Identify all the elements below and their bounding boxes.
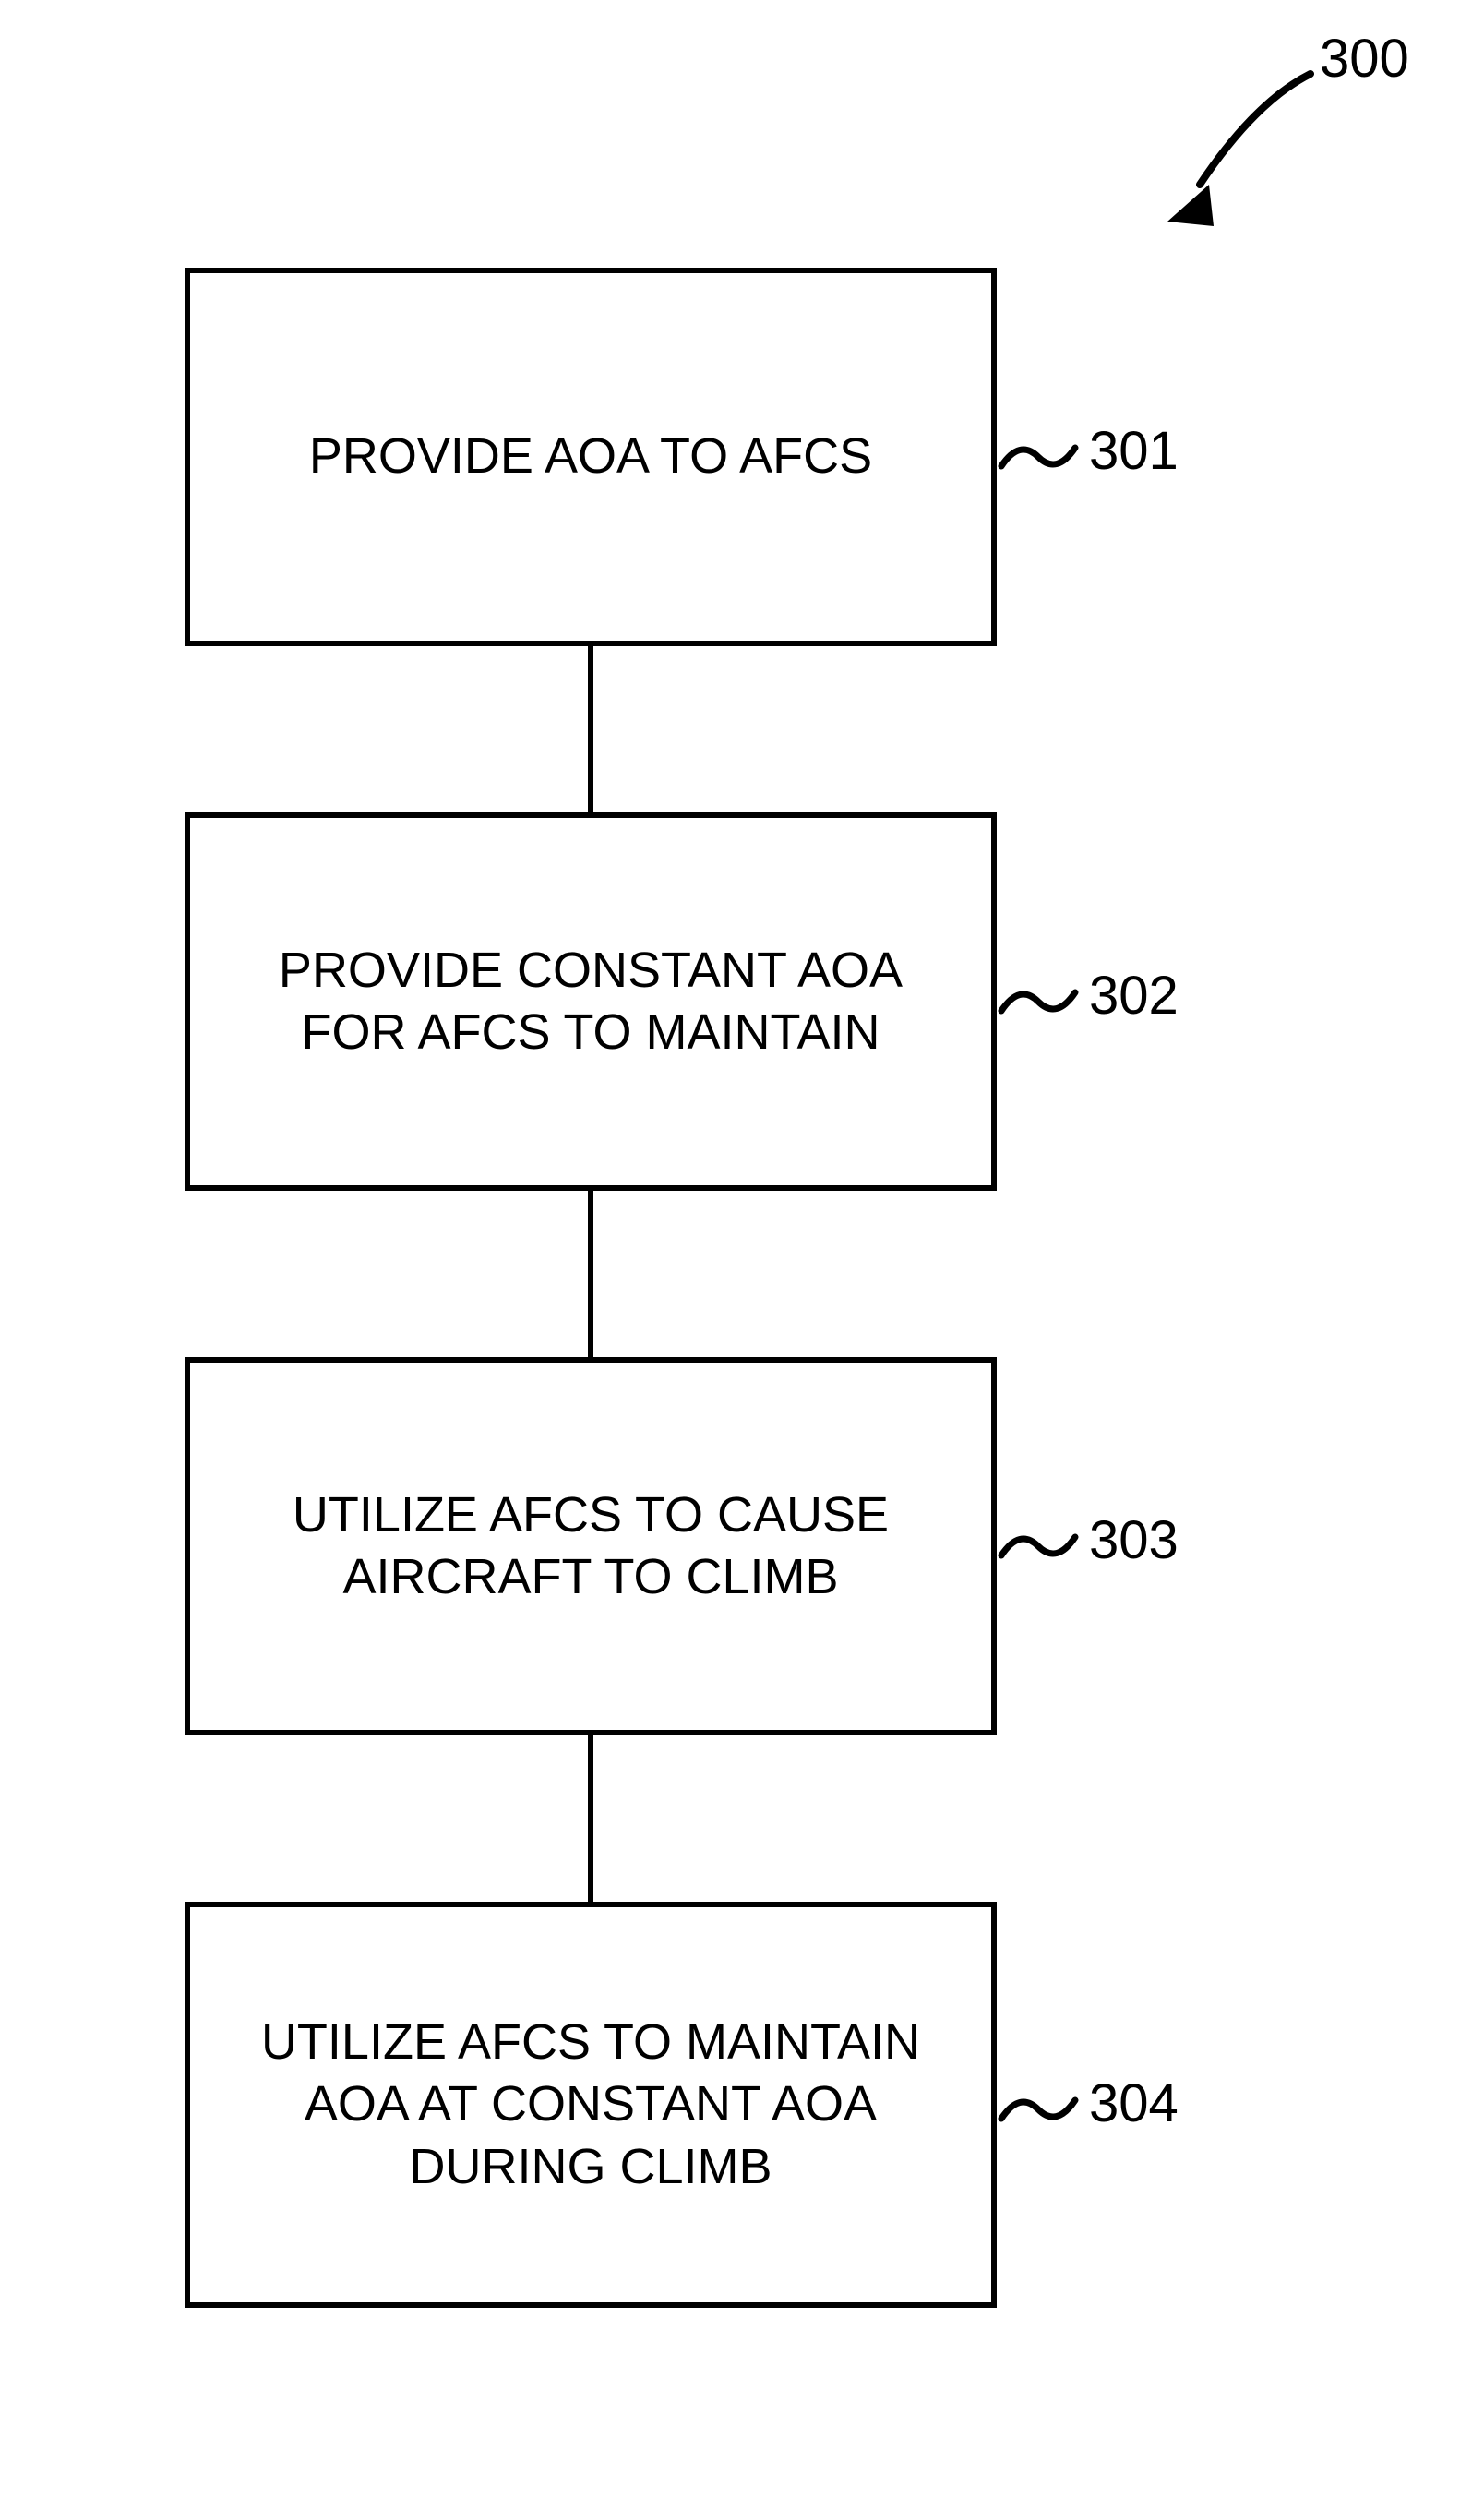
ref-tilde-2 bbox=[997, 979, 1080, 1025]
step-box-1: PROVIDE AOA TO AFCS bbox=[185, 268, 997, 646]
step-box-4: UTILIZE AFCS TO MAINTAIN AOA AT CONSTANT… bbox=[185, 1902, 997, 2308]
step-box-3: UTILIZE AFCS TO CAUSE AIRCRAFT TO CLIMB bbox=[185, 1357, 997, 1735]
step-text-1: PROVIDE AOA TO AFCS bbox=[309, 426, 872, 488]
step-text-4: UTILIZE AFCS TO MAINTAIN AOA AT CONSTANT… bbox=[261, 2012, 920, 2199]
step-text-2: PROVIDE CONSTANT AOA FOR AFCS TO MAINTAI… bbox=[279, 940, 903, 1064]
ref-label-3: 303 bbox=[1089, 1509, 1179, 1571]
figure-arrowhead bbox=[1158, 171, 1223, 235]
step-text-3: UTILIZE AFCS TO CAUSE AIRCRAFT TO CLIMB bbox=[293, 1484, 889, 1609]
flowchart-canvas: 300 PROVIDE AOA TO AFCS 301 PROVIDE CONS… bbox=[0, 0, 1484, 2498]
ref-label-4: 304 bbox=[1089, 2072, 1179, 2134]
step-box-2: PROVIDE CONSTANT AOA FOR AFCS TO MAINTAI… bbox=[185, 812, 997, 1191]
figure-label: 300 bbox=[1320, 28, 1409, 90]
figure-arrow-curve bbox=[1172, 65, 1329, 212]
connector-1-2 bbox=[588, 646, 593, 812]
connector-3-4 bbox=[588, 1735, 593, 1902]
ref-tilde-1 bbox=[997, 434, 1080, 480]
ref-label-1: 301 bbox=[1089, 420, 1179, 482]
ref-tilde-3 bbox=[997, 1523, 1080, 1569]
ref-tilde-4 bbox=[997, 2086, 1080, 2132]
ref-label-2: 302 bbox=[1089, 965, 1179, 1027]
connector-2-3 bbox=[588, 1191, 593, 1357]
